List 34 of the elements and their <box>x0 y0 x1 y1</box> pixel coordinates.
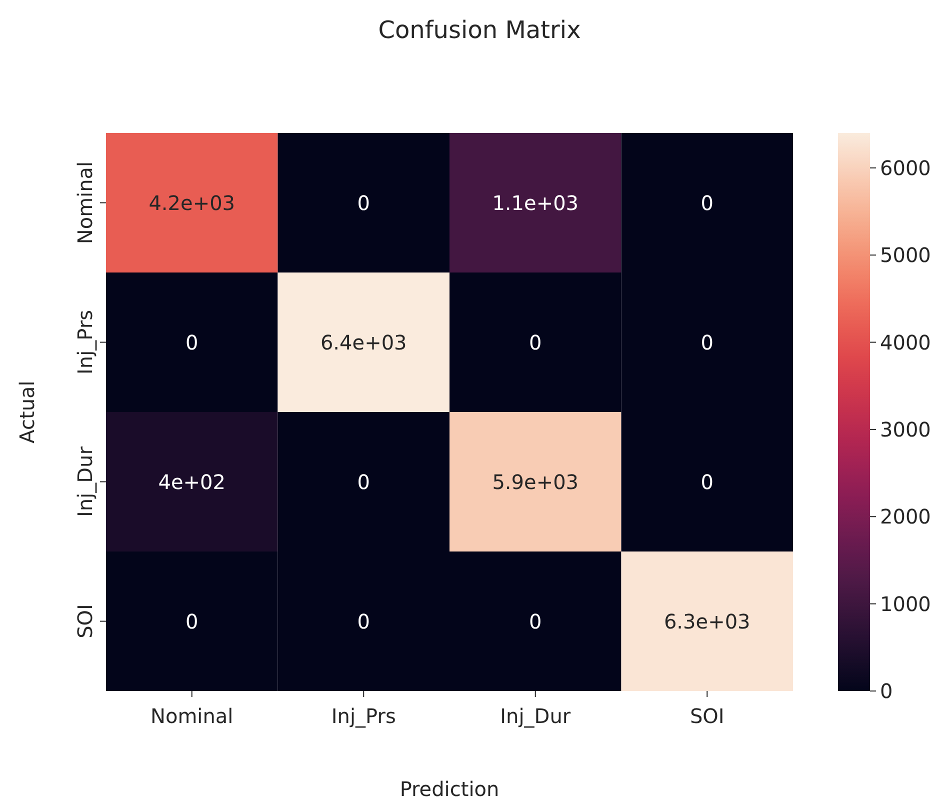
color-bar-label: 1000 <box>880 592 931 616</box>
data-label: 6.4e+03 <box>320 330 407 354</box>
data-label: 0 <box>357 190 370 215</box>
color-bar-label: 2000 <box>880 504 931 529</box>
data-label: 0 <box>357 609 370 634</box>
data-label: 1.1e+03 <box>492 190 579 215</box>
x-axis-title: Prediction <box>400 777 500 797</box>
data-label: 4.2e+03 <box>148 190 236 215</box>
x-tick-label: Inj_Prs <box>331 704 396 728</box>
y-tick-label: SOI <box>73 604 97 638</box>
data-label: 0 <box>700 470 714 494</box>
color-bar-label: 5000 <box>880 243 931 268</box>
data-label: 6.3e+03 <box>664 609 750 634</box>
chart-title: Confusion Matrix <box>378 16 581 44</box>
color-bar-label: 6000 <box>880 156 931 180</box>
x-tick-label: Nominal <box>150 704 234 728</box>
data-label: 0 <box>529 609 542 634</box>
data-label: 0 <box>357 470 370 494</box>
y-tick-label: Inj_Dur <box>73 446 97 517</box>
y-tick-label: Nominal <box>73 161 97 244</box>
color-bar-label: 3000 <box>880 417 931 442</box>
x-tick-label: SOI <box>690 704 724 728</box>
data-label: 4e+02 <box>158 470 226 494</box>
data-label: 0 <box>700 190 714 215</box>
data-label: 0 <box>186 330 198 354</box>
color-bar-label: 4000 <box>880 330 931 354</box>
data-label: 5.9e+03 <box>492 470 579 494</box>
y-tick-label: Inj_Prs <box>73 310 97 374</box>
color-bar-label: 0 <box>880 679 893 703</box>
data-label: 0 <box>186 609 198 634</box>
data-label: 0 <box>700 330 714 354</box>
data-label: 0 <box>529 330 542 354</box>
x-tick-label: Inj_Dur <box>500 704 572 728</box>
y-axis-title: Actual <box>15 380 39 444</box>
